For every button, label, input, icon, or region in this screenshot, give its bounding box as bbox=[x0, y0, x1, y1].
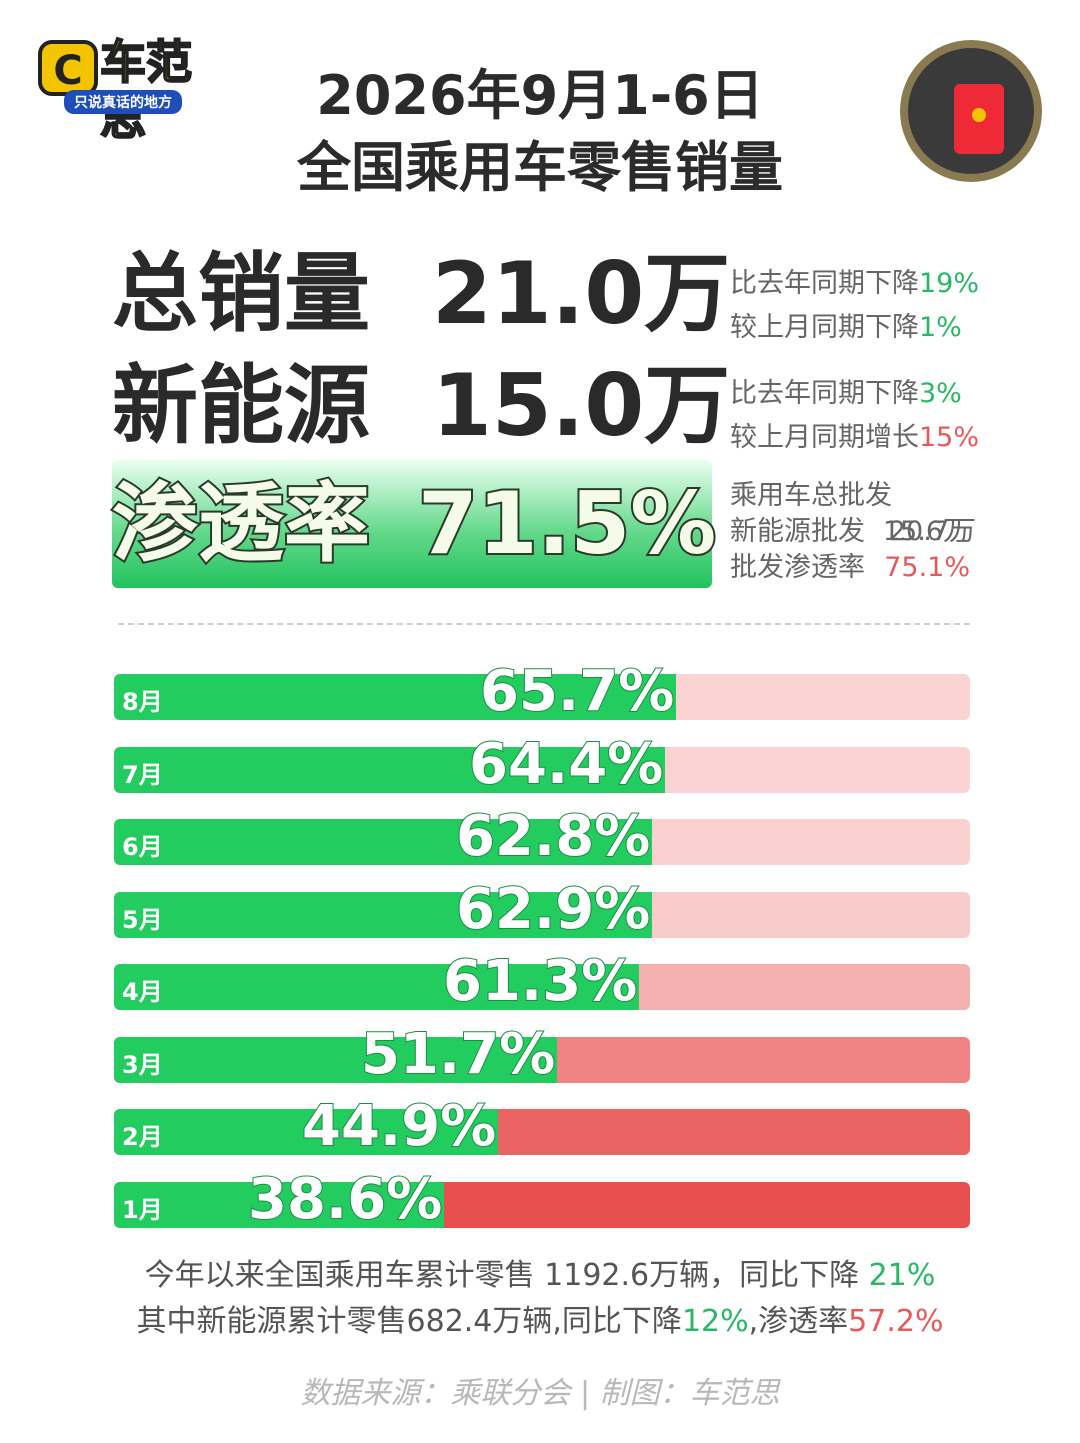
bar-value-label: 62.9% bbox=[455, 876, 651, 942]
bar bbox=[114, 891, 652, 938]
nev-label: 新能源 bbox=[112, 356, 370, 456]
nev-note-mom: 较上月同期增长15% bbox=[730, 422, 980, 453]
penetration-value: 71.5% bbox=[416, 472, 718, 576]
widget-ring bbox=[908, 48, 1034, 174]
wholesale-penetration: 批发渗透率 75.1% bbox=[730, 552, 970, 583]
bar-category-label: 7月 bbox=[122, 760, 163, 789]
logo-tagline: 只说真话的地方 bbox=[64, 90, 182, 114]
total-label: 总销量 bbox=[112, 244, 370, 344]
bar bbox=[114, 1109, 498, 1155]
bar-category-label: 8月 bbox=[122, 688, 163, 716]
bar-track: 3月 51.7% bbox=[114, 1021, 970, 1087]
bar-value-label: 51.7% bbox=[360, 1021, 556, 1087]
bar bbox=[114, 674, 676, 720]
bar bbox=[114, 1181, 444, 1228]
bar bbox=[114, 1036, 557, 1083]
bar-track: 8月 65.7% bbox=[114, 659, 970, 725]
penetration-highlight bbox=[112, 460, 712, 588]
red-envelope-icon bbox=[954, 84, 1004, 154]
bar-category-label: 6月 bbox=[122, 833, 163, 861]
divider bbox=[118, 623, 970, 625]
bar-track: 2月 44.9% bbox=[114, 1094, 970, 1160]
bar-category-label: 2月 bbox=[122, 1123, 163, 1151]
total-note-mom: 较上月同期下降1% bbox=[730, 312, 962, 343]
red-envelope-widget[interactable] bbox=[900, 40, 1042, 182]
nev-value: 15.0万 bbox=[432, 356, 731, 456]
page-title-date: 2026年9月1-6日 bbox=[316, 64, 764, 127]
bar-value-label: 61.3% bbox=[442, 949, 638, 1015]
nev-note-yoy: 比去年同期下降3% bbox=[730, 378, 962, 409]
bar bbox=[114, 964, 639, 1010]
bar-value-label: 64.4% bbox=[468, 731, 664, 797]
nev-ytd-summary: 其中新能源累计零售682.4万辆,同比下降12%,渗透率57.2% bbox=[136, 1304, 944, 1339]
data-source: 数据来源：乘联分会 | 制图：车范思 bbox=[300, 1376, 780, 1411]
logo-mark: C bbox=[38, 40, 98, 96]
bar-track: 6月 62.8% bbox=[114, 804, 970, 870]
ytd-summary: 今年以来全国乘用车累计零售 1192.6万辆，同比下降 21% bbox=[144, 1258, 936, 1293]
bar-value-label: 38.6% bbox=[247, 1166, 443, 1232]
wholesale-total: 乘用车总批发 20.7万 bbox=[730, 480, 976, 547]
bar-category-label: 5月 bbox=[122, 905, 163, 934]
bar bbox=[114, 746, 665, 793]
bar-track: 4月 61.3% bbox=[114, 949, 970, 1015]
bar-track: 1月 38.6% bbox=[114, 1166, 970, 1232]
bar-value-label: 44.9% bbox=[301, 1094, 497, 1160]
envelope-seal bbox=[972, 108, 986, 122]
brand-logo: C 车范思 只说真话的地方 bbox=[38, 34, 206, 146]
bar-category-label: 3月 bbox=[122, 1050, 163, 1079]
total-value: 21.0万 bbox=[432, 244, 731, 344]
bar-track: 5月 62.9% bbox=[114, 876, 970, 942]
bar-category-label: 4月 bbox=[122, 978, 163, 1006]
bar-track: 7月 64.4% bbox=[114, 731, 970, 797]
penetration-label: 渗透率 bbox=[110, 472, 372, 576]
page-title: 全国乘用车零售销量 bbox=[297, 136, 783, 199]
bar-category-label: 1月 bbox=[122, 1195, 163, 1224]
bar bbox=[114, 819, 652, 865]
total-note-yoy: 比去年同期下降19% bbox=[730, 268, 980, 299]
bar-value-label: 65.7% bbox=[479, 659, 675, 725]
wholesale-nev: 新能源批发 15.6万 bbox=[730, 516, 970, 547]
bar-value-label: 62.8% bbox=[455, 804, 651, 870]
